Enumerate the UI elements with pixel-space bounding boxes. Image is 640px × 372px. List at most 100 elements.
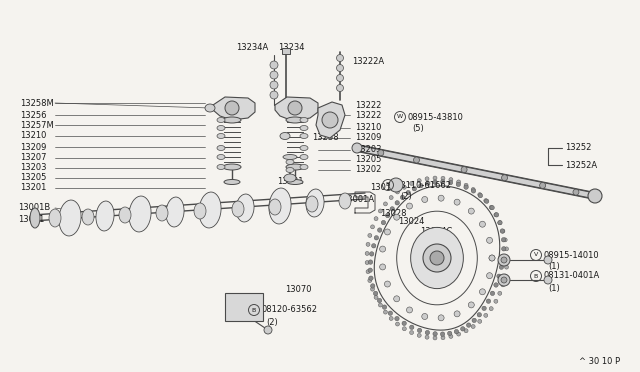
Text: 13205: 13205 xyxy=(20,173,46,183)
Circle shape xyxy=(373,291,378,296)
Circle shape xyxy=(484,199,488,203)
Circle shape xyxy=(413,157,419,163)
Circle shape xyxy=(438,315,444,321)
Ellipse shape xyxy=(286,160,294,164)
Circle shape xyxy=(433,180,437,185)
Ellipse shape xyxy=(217,145,225,151)
Circle shape xyxy=(464,329,468,333)
Ellipse shape xyxy=(339,193,351,209)
Circle shape xyxy=(498,291,502,295)
Text: 13203: 13203 xyxy=(20,164,47,173)
Circle shape xyxy=(544,276,552,284)
Ellipse shape xyxy=(300,134,308,138)
Circle shape xyxy=(477,319,482,323)
Circle shape xyxy=(403,327,406,331)
Circle shape xyxy=(374,235,379,240)
Circle shape xyxy=(410,325,414,330)
Circle shape xyxy=(486,299,491,303)
Text: 13256: 13256 xyxy=(20,110,47,119)
Ellipse shape xyxy=(194,203,206,219)
Circle shape xyxy=(503,238,507,242)
Circle shape xyxy=(396,322,399,326)
Text: 08110-61662: 08110-61662 xyxy=(396,180,452,189)
Circle shape xyxy=(501,257,507,263)
Ellipse shape xyxy=(232,201,244,217)
Circle shape xyxy=(425,335,429,339)
Circle shape xyxy=(489,307,493,311)
Circle shape xyxy=(454,311,460,317)
Ellipse shape xyxy=(280,132,290,140)
Text: 13252: 13252 xyxy=(565,144,591,153)
Circle shape xyxy=(389,178,403,192)
Circle shape xyxy=(371,284,375,288)
Ellipse shape xyxy=(300,125,308,131)
Text: 13024C: 13024C xyxy=(420,228,452,237)
Ellipse shape xyxy=(49,209,61,227)
Circle shape xyxy=(337,74,344,81)
Circle shape xyxy=(270,71,278,79)
Ellipse shape xyxy=(411,227,463,289)
Text: 13234A: 13234A xyxy=(236,42,268,51)
Text: 13234: 13234 xyxy=(278,42,305,51)
Text: 13238: 13238 xyxy=(312,134,339,142)
Text: 13205: 13205 xyxy=(355,155,381,164)
Text: (1): (1) xyxy=(548,283,560,292)
Circle shape xyxy=(447,331,452,336)
Circle shape xyxy=(389,196,393,199)
Text: B: B xyxy=(534,273,538,279)
Circle shape xyxy=(540,182,546,189)
Text: 13222: 13222 xyxy=(355,110,381,119)
Text: (2): (2) xyxy=(266,317,278,327)
Circle shape xyxy=(369,252,374,256)
Text: (5): (5) xyxy=(412,124,424,132)
Text: 13001B: 13001B xyxy=(18,203,51,212)
Ellipse shape xyxy=(236,194,254,222)
Circle shape xyxy=(494,213,499,217)
Circle shape xyxy=(498,221,502,225)
Ellipse shape xyxy=(287,180,303,185)
Circle shape xyxy=(365,260,369,264)
Circle shape xyxy=(368,260,372,264)
Circle shape xyxy=(471,189,476,193)
Ellipse shape xyxy=(217,118,225,122)
Ellipse shape xyxy=(205,104,215,112)
Circle shape xyxy=(494,299,498,303)
Circle shape xyxy=(337,55,344,61)
Circle shape xyxy=(494,213,498,217)
Circle shape xyxy=(425,177,429,181)
Circle shape xyxy=(378,298,381,303)
Circle shape xyxy=(225,101,239,115)
Circle shape xyxy=(544,256,552,264)
Polygon shape xyxy=(316,102,345,138)
Circle shape xyxy=(449,334,453,339)
Text: B: B xyxy=(386,183,390,187)
Text: 13209: 13209 xyxy=(20,142,46,151)
Ellipse shape xyxy=(269,199,281,215)
Text: 13222A: 13222A xyxy=(352,58,384,67)
Ellipse shape xyxy=(199,192,221,228)
Circle shape xyxy=(504,247,509,251)
Circle shape xyxy=(378,303,382,307)
Circle shape xyxy=(502,175,508,181)
Ellipse shape xyxy=(300,145,308,151)
Text: 13028: 13028 xyxy=(380,208,406,218)
Circle shape xyxy=(486,273,493,279)
Circle shape xyxy=(366,243,370,246)
Circle shape xyxy=(468,208,474,214)
Circle shape xyxy=(388,311,392,315)
Text: 13210: 13210 xyxy=(20,131,46,141)
Circle shape xyxy=(406,203,413,209)
Circle shape xyxy=(498,254,510,266)
Circle shape xyxy=(464,185,468,189)
Circle shape xyxy=(505,256,509,260)
Circle shape xyxy=(501,277,507,283)
Circle shape xyxy=(478,193,483,198)
Ellipse shape xyxy=(129,196,151,232)
Circle shape xyxy=(441,336,445,340)
Circle shape xyxy=(270,61,278,69)
Text: 13257M: 13257M xyxy=(20,121,54,129)
Circle shape xyxy=(456,332,461,336)
Bar xyxy=(225,293,263,321)
Ellipse shape xyxy=(223,164,241,170)
Circle shape xyxy=(490,205,494,210)
